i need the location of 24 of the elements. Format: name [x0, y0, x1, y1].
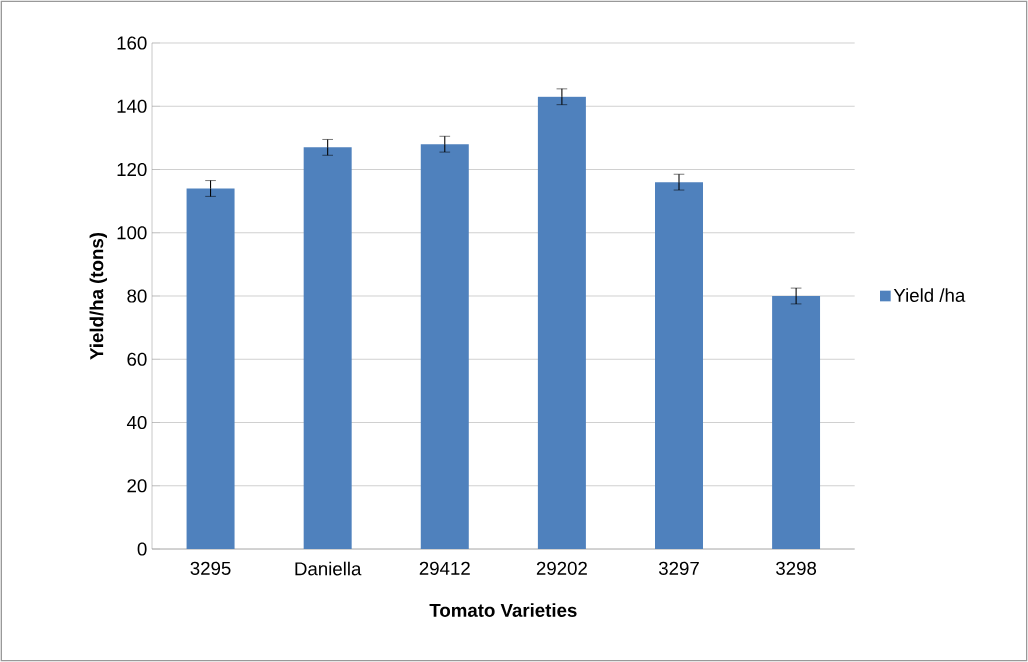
bar	[420, 144, 469, 549]
x-tick-label: 29202	[536, 561, 587, 575]
bar	[772, 296, 821, 549]
y-tick-label: 0	[137, 542, 147, 556]
y-tick-label: 60	[127, 352, 147, 366]
x-tick-label: 3295	[190, 561, 231, 575]
x-tick-label: Daniella	[295, 561, 362, 576]
x-tick-label: 3297	[658, 561, 699, 575]
bar	[537, 96, 586, 549]
bar	[186, 188, 235, 549]
y-tick-label: 140	[117, 99, 147, 113]
legend-label: Yield /ha	[893, 288, 966, 302]
y-tick-label: 160	[117, 36, 147, 50]
y-tick-label: 40	[126, 415, 147, 430]
bar	[303, 147, 352, 549]
y-tick-label: 100	[117, 226, 147, 240]
x-tick-label: 29412	[419, 561, 470, 575]
y-tick-label: 20	[127, 479, 147, 493]
y-tick-label: 80	[127, 289, 147, 303]
x-axis-title: Tomato Varieties	[429, 603, 577, 617]
y-axis-title: Yield/ha (tons)	[89, 232, 107, 360]
x-tick-label: 3298	[776, 561, 817, 575]
bar	[655, 182, 703, 549]
y-tick-label: 120	[117, 162, 147, 177]
